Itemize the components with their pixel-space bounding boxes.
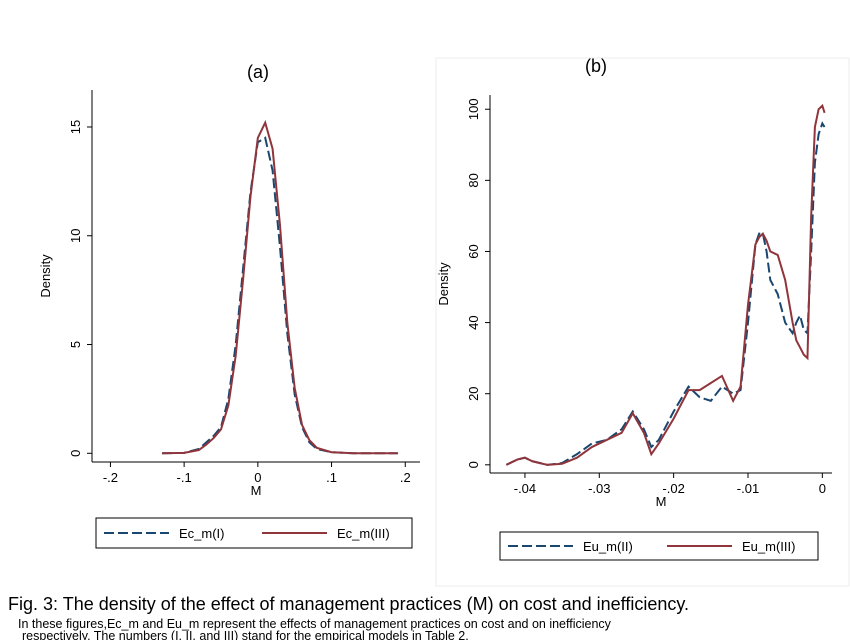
caption: Fig. 3: The density of the effect of man… (8, 594, 690, 614)
x-tick-label: -.2 (103, 470, 118, 485)
y-tick-label: 5 (68, 341, 83, 348)
legend-label: Ec_m(III) (337, 526, 390, 541)
x-tick-label: -.02 (662, 481, 684, 496)
y-tick-label: 80 (466, 173, 481, 187)
chart-title: (a) (247, 62, 269, 82)
y-tick-label: 0 (68, 450, 83, 457)
density-line (162, 136, 398, 455)
note: In these figures,Ec_m and Eu_m represent… (18, 617, 611, 631)
x-tick-label: -.01 (737, 481, 759, 496)
x-tick-label: 0 (254, 470, 261, 485)
x-tick-label: -.03 (588, 481, 610, 496)
density-line (505, 103, 826, 466)
y-tick-label: 15 (68, 120, 83, 134)
x-tick-label: 0 (819, 481, 826, 496)
y-axis-label: Density (38, 254, 53, 298)
y-tick-label: 60 (466, 244, 481, 258)
y-axis-label: Density (436, 262, 451, 306)
legend-label: Eu_m(II) (583, 539, 633, 554)
charts: (a) 0 5 10 15 -.2 -.1 0 .1 .2 M Density Ec_m(I) Ec_m(… (38, 56, 850, 587)
chart-title: (b) (585, 56, 607, 76)
panel-frame (435, 57, 850, 587)
x-axis-label: M (251, 483, 262, 498)
y-tick-label: 10 (68, 229, 83, 243)
y-tick-label: 40 (466, 315, 481, 329)
x-tick-label: -.1 (177, 470, 192, 485)
y-tick-label: 0 (466, 461, 481, 468)
legend-label: Eu_m(III) (742, 539, 795, 554)
y-tick-label: 100 (466, 98, 481, 120)
legend-label: Ec_m(I) (179, 526, 225, 541)
density-line (505, 121, 826, 466)
y-tick-label: 20 (466, 386, 481, 400)
x-tick-label: -.04 (514, 481, 536, 496)
note: respectively. The numbers (I, II, and II… (22, 629, 469, 640)
x-tick-label: .2 (400, 470, 411, 485)
x-axis-label: M (656, 494, 667, 509)
x-tick-label: .1 (326, 470, 337, 485)
density-line (162, 119, 398, 455)
